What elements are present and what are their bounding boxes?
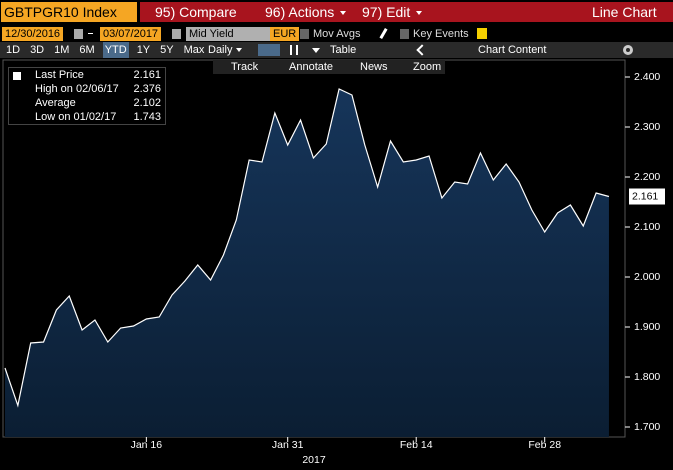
checkbox[interactable]	[400, 29, 409, 39]
calendar-icon[interactable]	[172, 29, 181, 39]
tools-bar: Track Annotate News Zoom	[213, 60, 445, 74]
y-tick-label: 1.800	[634, 371, 660, 383]
y-tick-label: 1.700	[634, 421, 660, 433]
y-tick-label: 2.400	[634, 71, 660, 83]
actions-label: 96) Actions	[265, 4, 335, 20]
period-button[interactable]: 3D	[30, 44, 45, 56]
legend-value: 2.376	[133, 83, 161, 95]
settings-icon[interactable]	[623, 45, 633, 55]
y-tick-label: 2.300	[634, 121, 660, 133]
dropdown-icon	[236, 48, 243, 53]
currency[interactable]: EUR	[270, 27, 300, 41]
chart-content-tab[interactable]: Chart Content	[478, 44, 547, 56]
frequency-label: Daily	[208, 44, 233, 56]
track-tool[interactable]: Track	[231, 61, 259, 73]
actions-button[interactable]: 96) Actions	[265, 2, 347, 22]
end-date[interactable]: 03/07/2017	[100, 27, 162, 41]
x-tick-label: Feb 28	[528, 439, 561, 451]
dropdown-icon	[340, 11, 347, 16]
field-select[interactable]: Mid Yield	[186, 27, 272, 41]
start-date[interactable]: 12/30/2016	[2, 27, 64, 41]
period-button[interactable]: 1M	[54, 44, 70, 56]
dropdown-icon[interactable]	[312, 48, 320, 53]
bar-icon[interactable]	[290, 45, 292, 55]
security[interactable]: GBTPGR10 Index	[1, 2, 137, 22]
x-tick-label: Jan 16	[131, 439, 163, 451]
news-tool[interactable]: News	[360, 61, 388, 73]
option: Key Events	[413, 28, 469, 40]
y-tick-label: 2.200	[634, 171, 660, 183]
dropdown-icon	[416, 11, 423, 16]
period-button[interactable]: Max	[183, 44, 205, 56]
legend-swatch	[13, 72, 21, 80]
line	[4, 88, 610, 408]
view-title: Line Chart	[592, 4, 657, 20]
compare-button[interactable]: 95) Compare	[155, 4, 237, 20]
period-bar: 1D 3D 1M 6M YTD 1Y 5Y Max Daily Table Chart Con…	[0, 42, 673, 58]
dash	[88, 33, 93, 34]
legend-label: Low on 01/02/17	[35, 111, 117, 123]
edit-button[interactable]: 97) Edit	[362, 2, 423, 22]
period-button[interactable]: 1D	[6, 44, 21, 56]
legend-label: Average	[35, 97, 76, 109]
annotate-tool[interactable]: Annotate	[289, 61, 334, 73]
last-price-tag	[629, 188, 665, 205]
legend: Last Price 2.161 High on 02/06/17 2.376 Av…	[8, 67, 166, 125]
x-axis-label: 2017	[302, 454, 326, 466]
settings-bar: 12/30/2016 03/07/2017 Mid Yield EUR Mov …	[0, 24, 673, 42]
info-icon[interactable]	[477, 28, 487, 39]
period-button[interactable]: 5Y	[160, 44, 174, 56]
x-tick-label: Jan 31	[272, 439, 304, 451]
bar-icon[interactable]	[296, 45, 298, 55]
legend-value: 2.161	[133, 69, 161, 81]
frequency[interactable]: Daily	[208, 42, 243, 58]
legend-label: High on 02/06/17	[35, 83, 119, 95]
period-button[interactable]: 6M	[79, 44, 95, 56]
checkbox[interactable]	[300, 29, 309, 39]
period-button[interactable]: YTD	[102, 42, 129, 58]
period-button[interactable]: 1Y	[136, 44, 151, 56]
calendar-icon[interactable]	[74, 29, 83, 39]
pen-icon[interactable]	[379, 27, 388, 40]
legend-label: Last Price	[35, 69, 84, 81]
y-tick-label: 2.100	[634, 221, 660, 233]
y-tick-label: 1.900	[634, 321, 660, 333]
y-tick-label: 2.000	[634, 271, 660, 283]
legend-value: 1.743	[133, 111, 161, 123]
title-bar: GBTPGR10 Index 95) Compare 96) Actions 9…	[0, 0, 673, 24]
area	[5, 89, 609, 437]
last-price-label: 2.161	[632, 190, 658, 202]
collapse-icon[interactable]	[416, 44, 428, 56]
x-tick-label: Feb 14	[400, 439, 433, 451]
line-icon[interactable]	[258, 44, 280, 56]
table-tab[interactable]: Table	[330, 44, 357, 56]
option: Mov Avgs	[313, 28, 361, 40]
legend-value: 2.102	[133, 97, 161, 109]
zoom-tool[interactable]: Zoom	[413, 61, 442, 73]
menu-bar	[140, 2, 673, 22]
edit-label: 97) Edit	[362, 4, 411, 20]
